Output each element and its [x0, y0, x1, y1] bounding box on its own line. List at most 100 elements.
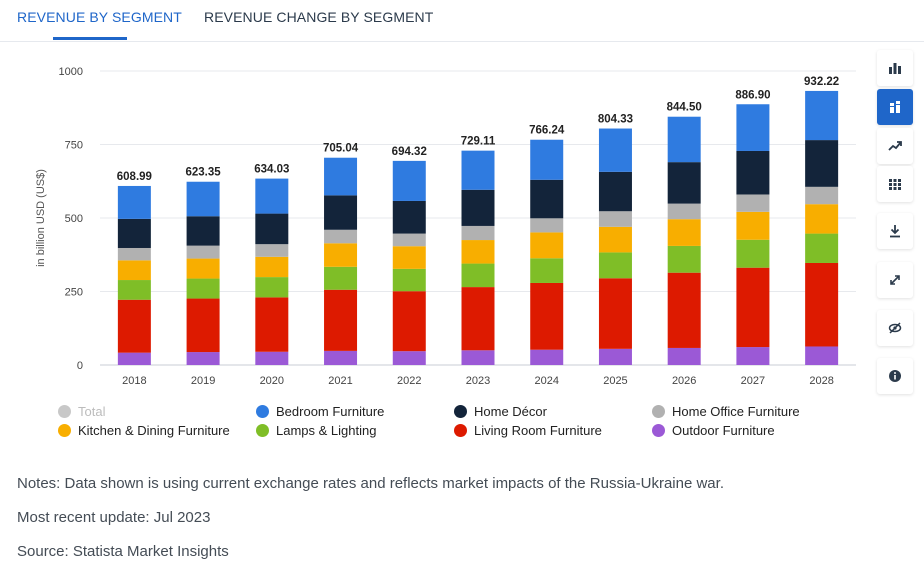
tab-revenue-change-by-segment[interactable]: REVENUE CHANGE BY SEGMENT [204, 9, 434, 25]
bar-segment [598, 171, 632, 212]
legend-item-kitchen-dining-furniture[interactable]: Kitchen & Dining Furniture [58, 423, 230, 438]
stacked-bar-button[interactable] [877, 89, 913, 125]
update-date: Most recent update: Jul 2023 [17, 509, 211, 526]
bar-segment [117, 280, 151, 300]
bar-segment [530, 282, 564, 350]
legend-item-home-office-furniture[interactable]: Home Office Furniture [652, 404, 800, 419]
bar-segment [805, 346, 839, 365]
bar-segment [461, 150, 495, 190]
legend-swatch [454, 424, 467, 437]
bar-segment [324, 157, 358, 196]
bar-segment [736, 239, 770, 268]
total-data-label: 844.50 [667, 102, 702, 114]
legend-item-lamps-lighting[interactable]: Lamps & Lighting [256, 423, 376, 438]
x-tick-label: 2018 [122, 375, 146, 387]
bar-segment [186, 278, 220, 299]
legend-label: Bedroom Furniture [276, 404, 385, 419]
bar-segment [736, 211, 770, 240]
trend-line-button[interactable] [877, 128, 913, 164]
tab-revenue-by-segment[interactable]: REVENUE BY SEGMENT [17, 9, 182, 25]
bar-segment [736, 194, 770, 212]
bar-segment [117, 352, 151, 365]
fullscreen-icon [890, 275, 900, 285]
legend-item-home-decor[interactable]: Home Décor [454, 404, 547, 419]
bar-segment [805, 233, 839, 263]
legend-item-total[interactable]: Total [58, 404, 105, 419]
info-button[interactable] [877, 358, 913, 394]
total-data-label: 804.33 [598, 114, 633, 126]
bar-segment [461, 189, 495, 226]
bar-segment [255, 244, 289, 257]
total-data-label: 705.04 [323, 143, 359, 155]
bar-segment [117, 185, 151, 219]
bar-chart-icon [889, 63, 901, 74]
bar-segment [186, 258, 220, 279]
x-tick-label: 2027 [741, 375, 765, 387]
x-tick-label: 2022 [397, 375, 421, 387]
total-data-label: 729.11 [461, 136, 496, 148]
legend-swatch [652, 405, 665, 418]
bar-segment [530, 349, 564, 365]
legend-swatch [256, 405, 269, 418]
bar-segment [598, 211, 632, 227]
y-tick-label: 250 [65, 287, 83, 299]
table-grid-button[interactable] [877, 166, 913, 202]
bar-segment [598, 348, 632, 365]
bar-segment [736, 150, 770, 195]
bar-segment [736, 104, 770, 151]
legend-item-bedroom-furniture[interactable]: Bedroom Furniture [256, 404, 384, 419]
x-tick-label: 2019 [191, 375, 215, 387]
bar-segment [667, 219, 701, 246]
legend-label: Outdoor Furniture [672, 423, 775, 438]
table-grid-icon [889, 179, 901, 190]
bar-chart-button[interactable] [877, 50, 913, 86]
total-data-label: 694.32 [392, 146, 427, 158]
legend-label: Home Office Furniture [672, 404, 800, 419]
fullscreen-button[interactable] [877, 262, 913, 298]
stacked-bar-chart: 0 250 500 750 1000 in billion USD (US$) 608.99… [35, 66, 856, 387]
x-tick-label: 2025 [603, 375, 627, 387]
bar-segment [667, 245, 701, 273]
bar-segment [324, 289, 358, 351]
bar-segment [598, 278, 632, 349]
legend-item-living-room-furniture[interactable]: Living Room Furniture [454, 423, 602, 438]
bar-segment [461, 240, 495, 264]
hide-button[interactable] [877, 310, 913, 346]
bar-segment [805, 204, 839, 234]
download-icon [890, 225, 900, 238]
legend-label: Total [78, 404, 106, 419]
bar-segment [117, 247, 151, 261]
legend-swatch [58, 405, 71, 418]
total-data-label: 623.35 [185, 167, 221, 179]
legend-label: Kitchen & Dining Furniture [78, 423, 230, 438]
bar-segment [461, 350, 495, 365]
bar-segment [667, 347, 701, 365]
bar-segment [736, 347, 770, 365]
bar-segment [805, 90, 839, 141]
bar-segment [186, 181, 220, 217]
legend-item-outdoor-furniture[interactable]: Outdoor Furniture [652, 423, 775, 438]
bar-segment [186, 352, 220, 365]
bar-segment [324, 243, 358, 267]
bar-segment [392, 351, 426, 365]
bar-segment [736, 267, 770, 348]
hide-eye-icon [888, 322, 902, 334]
bar-segment [530, 218, 564, 233]
download-button[interactable] [877, 213, 913, 249]
bar-segment [598, 128, 632, 172]
y-axis-label: in billion USD (US$) [35, 169, 47, 267]
bar-segment [186, 216, 220, 246]
bar-segment [392, 291, 426, 352]
legend-swatch [256, 424, 269, 437]
bar-segment [255, 351, 289, 365]
source-text: Source: Statista Market Insights [17, 543, 229, 560]
x-tick-label: 2020 [260, 375, 284, 387]
total-data-label: 766.24 [529, 125, 565, 137]
y-tick-label: 500 [65, 213, 83, 225]
total-data-label: 634.03 [254, 164, 289, 176]
x-tick-label: 2023 [466, 375, 490, 387]
legend-swatch [58, 424, 71, 437]
bar-segment [461, 263, 495, 288]
x-tick-label: 2026 [672, 375, 696, 387]
bar-segment [392, 160, 426, 201]
